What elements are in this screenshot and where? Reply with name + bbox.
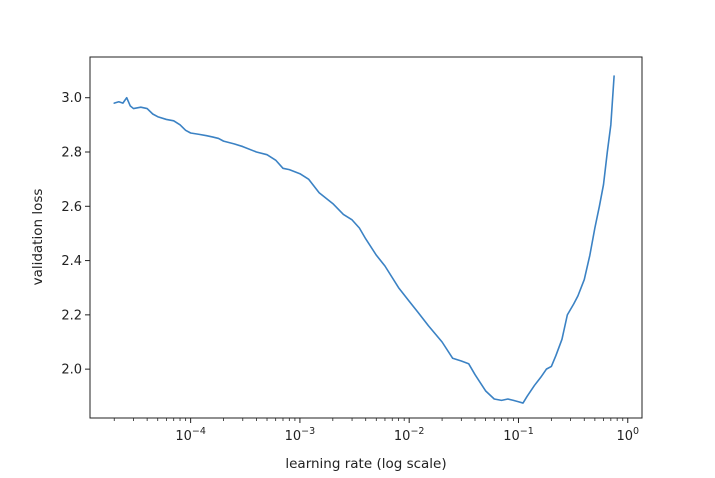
x-axis-ticks: 10−4 10−3 10−2 10−1 100: [175, 418, 639, 444]
x-axis-label: learning rate (log scale): [285, 456, 446, 472]
x-tick-label: 10−2: [394, 426, 425, 444]
y-tick-label: 2.2: [61, 308, 82, 323]
x-tick-label: 10−3: [285, 426, 316, 444]
y-tick-label: 3.0: [61, 91, 82, 106]
y-tick-label: 2.4: [61, 254, 82, 269]
y-tick-label: 2.6: [61, 200, 82, 215]
x-tick-label: 10−4: [175, 426, 206, 444]
y-tick-label: 2.8: [61, 146, 82, 161]
y-tick-label: 2.0: [61, 363, 82, 378]
x-tick-label: 10−1: [503, 426, 534, 444]
y-axis-label: validation loss: [30, 189, 46, 286]
y-axis-ticks: 2.0 2.2 2.4 2.6 2.8 3.0: [61, 91, 90, 378]
plot-frame: [89, 56, 643, 419]
x-tick-label: 100: [616, 426, 639, 444]
x-axis-minor-ticks: [113, 418, 624, 421]
series-line: [113, 75, 615, 404]
